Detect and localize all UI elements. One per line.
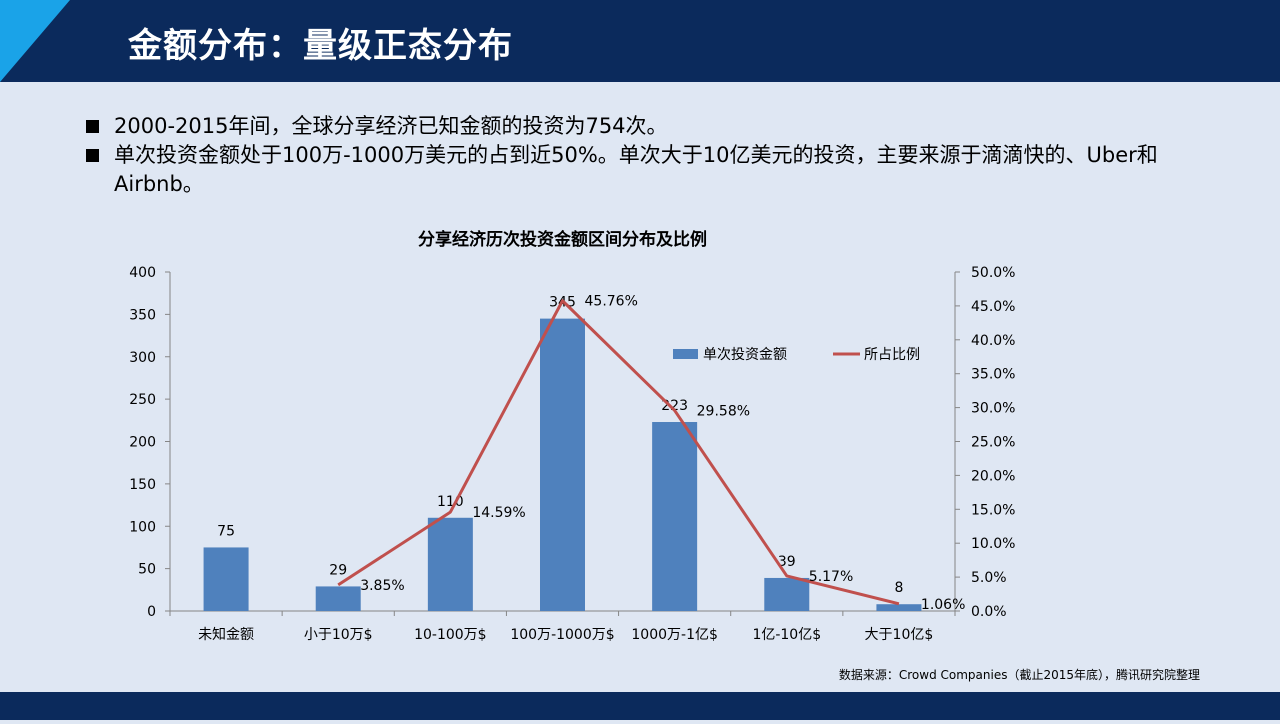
bullet-text: 2000-2015年间，全球分享经济已知金额的投资为754次。 [114, 114, 668, 138]
legend-line-label: 所占比例 [864, 347, 920, 363]
y-left-tick-label: 250 [129, 392, 156, 408]
bar-value-label: 75 [217, 523, 235, 539]
bar [876, 604, 922, 611]
bar [203, 547, 249, 611]
y-left-tick-label: 50 [138, 562, 156, 578]
bar-value-label: 29 [329, 562, 347, 578]
ratio-line [337, 299, 900, 606]
y-right-tick-label: 10.0% [971, 536, 1015, 552]
y-right-tick-label: 35.0% [971, 367, 1015, 383]
line-value-label: 45.76% [585, 294, 638, 310]
y-right-tick-label: 0.0% [971, 604, 1007, 620]
bar [315, 586, 361, 611]
bullet-item: 单次投资金额处于100万-1000万美元的占到近50%。单次大于10亿美元的投资… [86, 141, 1226, 199]
x-tick-label: 10-100万$ [414, 627, 487, 643]
bar [764, 577, 810, 611]
data-source-note: 数据来源：Crowd Companies（截止2015年底），腾讯研究院整理 [838, 668, 1200, 682]
footer-bar [0, 692, 1280, 720]
y-right-tick-label: 50.0% [971, 265, 1015, 281]
y-right-tick-label: 45.0% [971, 299, 1015, 315]
x-tick-label: 小于10万$ [304, 627, 373, 643]
y-left-tick-label: 0 [147, 604, 156, 620]
line-value-label: 29.58% [697, 403, 750, 419]
bar [427, 517, 473, 611]
line-value-label: 3.85% [360, 578, 404, 594]
bullet-item: 2000-2015年间，全球分享经济已知金额的投资为754次。 [86, 112, 1226, 141]
y-left-tick-label: 200 [129, 435, 156, 451]
legend-bar-label: 单次投资金额 [703, 347, 787, 363]
legend-bar-swatch [673, 349, 698, 359]
y-left-tick-label: 300 [129, 350, 156, 366]
bar [652, 422, 698, 611]
bullet-text: 单次投资金额处于100万-1000万美元的占到近50%。单次大于10亿美元的投资… [114, 143, 1158, 196]
chart-title: 分享经济历次投资金额区间分布及比例 [418, 229, 707, 250]
square-bullet-icon [86, 149, 99, 162]
title-bar [0, 0, 1280, 82]
slide-title: 金额分布：量级正态分布 [128, 26, 513, 66]
x-tick-label: 1000万-1亿$ [631, 627, 718, 643]
bar [540, 318, 585, 611]
y-left-tick-label: 400 [129, 265, 156, 281]
bar-value-label: 39 [778, 554, 796, 570]
line-value-label: 5.17% [809, 569, 853, 585]
y-left-tick-label: 150 [129, 477, 156, 493]
y-right-tick-label: 20.0% [971, 468, 1015, 484]
x-tick-label: 100万-1000万$ [510, 627, 614, 643]
y-right-tick-label: 40.0% [971, 333, 1015, 349]
x-tick-label: 大于10亿$ [865, 627, 934, 643]
line-value-label: 14.59% [472, 505, 525, 521]
y-right-tick-label: 30.0% [971, 401, 1015, 417]
y-right-tick-label: 15.0% [971, 502, 1015, 518]
y-right-tick-label: 25.0% [971, 435, 1015, 451]
square-bullet-icon [86, 120, 99, 133]
y-right-tick-label: 5.0% [971, 570, 1007, 586]
line-value-label: 1.06% [921, 597, 965, 613]
bullet-list: 2000-2015年间，全球分享经济已知金额的投资为754次。 单次投资金额处于… [86, 112, 1226, 199]
y-left-tick-label: 100 [129, 519, 156, 535]
title-accent-shape [0, 0, 70, 82]
x-tick-label: 1亿-10亿$ [752, 627, 821, 643]
y-left-tick-label: 350 [129, 307, 156, 323]
x-tick-label: 未知金额 [198, 626, 254, 643]
bar-value-label: 8 [894, 580, 903, 596]
